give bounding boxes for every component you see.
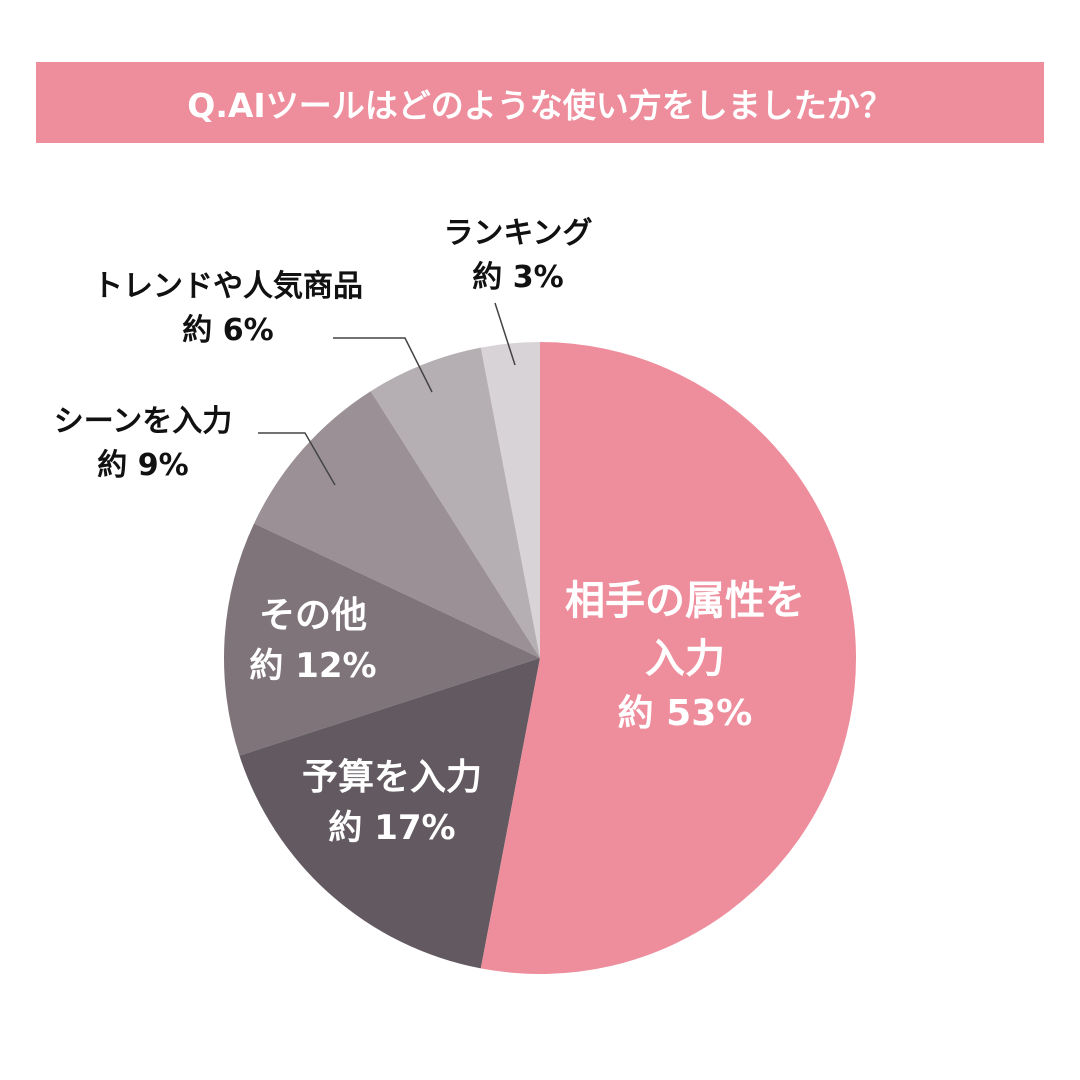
slice-label: ランキング約 3% xyxy=(408,212,628,299)
pie-slice xyxy=(480,342,540,658)
category-label: 相手の属性を入力 xyxy=(565,578,805,682)
slice-label: 予算を入力約 17% xyxy=(262,752,522,853)
slice-label: その他約 12% xyxy=(213,590,413,691)
pie-slice xyxy=(254,391,540,658)
pie-slice xyxy=(223,523,540,756)
value-label: 約 12% xyxy=(249,646,377,687)
value-label: 約 3% xyxy=(472,259,564,295)
slice-label: 相手の属性を入力約 53% xyxy=(565,572,805,740)
value-label: 約 9% xyxy=(97,447,189,483)
category-label: その他 xyxy=(258,595,367,636)
pie-slice xyxy=(239,658,541,969)
category-label: 予算を入力 xyxy=(301,757,482,798)
leader-line xyxy=(333,337,433,393)
chart-title: Q.AIツールはどのような使い方をしましたか？ xyxy=(36,62,1044,143)
category-label: トレンドや人気商品 xyxy=(93,269,363,304)
category-label: ランキング xyxy=(443,216,593,251)
leader-line xyxy=(258,432,336,486)
value-label: 約 6% xyxy=(182,312,274,348)
value-label: 約 17% xyxy=(328,808,456,849)
category-label: シーンを入力 xyxy=(53,404,233,439)
pie-slice xyxy=(370,347,540,658)
leader-line xyxy=(494,302,516,366)
pie-slice xyxy=(480,342,856,974)
leader-lines xyxy=(258,302,516,486)
slice-label: シーンを入力約 9% xyxy=(13,400,273,487)
value-label: 約 53% xyxy=(617,693,753,734)
slice-label: トレンドや人気商品約 6% xyxy=(48,265,408,352)
